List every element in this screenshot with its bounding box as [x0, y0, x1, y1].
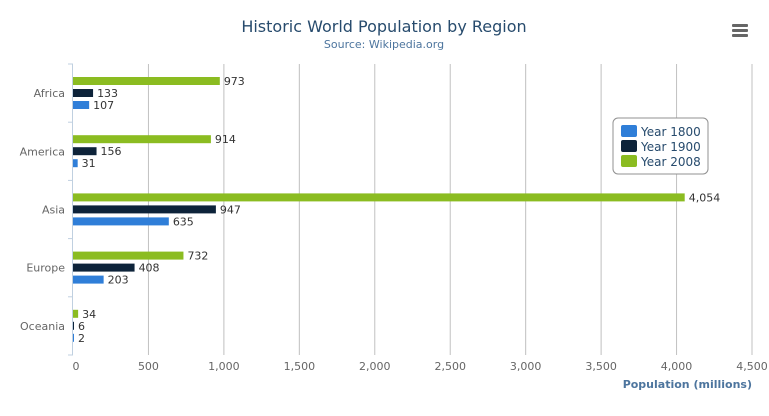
x-tick-label: 1,000: [208, 360, 240, 373]
bar[interactable]: [73, 275, 104, 284]
legend-item[interactable]: Year 1800: [621, 125, 701, 139]
legend-swatch: [621, 140, 637, 152]
data-label: 156: [101, 145, 122, 158]
data-label: 408: [139, 262, 160, 275]
x-tick-label: 500: [138, 360, 159, 373]
data-label: 133: [97, 87, 118, 100]
legend-swatch: [621, 125, 637, 137]
x-tick-label: 2,500: [434, 360, 466, 373]
bar[interactable]: [73, 193, 685, 202]
data-label: 31: [82, 157, 96, 170]
bar[interactable]: [73, 147, 97, 156]
value-axis-title: Population (millions): [623, 378, 752, 391]
bar[interactable]: [73, 333, 74, 342]
bar[interactable]: [73, 101, 90, 109]
legend-label: Year 2008: [640, 155, 701, 169]
bar[interactable]: [73, 135, 211, 144]
bar[interactable]: [73, 263, 135, 272]
category-label: Europe: [26, 262, 65, 275]
bar[interactable]: [73, 321, 74, 330]
x-tick-label: 0: [73, 360, 80, 373]
chart-title: Historic World Population by Region: [241, 17, 526, 36]
x-tick-label: 4,500: [736, 360, 768, 373]
category-label: Africa: [34, 87, 65, 100]
hamburger-menu-icon[interactable]: [732, 24, 748, 37]
x-tick-label: 2,000: [359, 360, 391, 373]
category-label: Oceania: [20, 320, 65, 333]
legend-label: Year 1900: [640, 140, 701, 154]
data-label: 732: [187, 250, 208, 263]
bar[interactable]: [73, 77, 220, 85]
bar[interactable]: [73, 205, 216, 214]
data-label: 6: [78, 320, 85, 333]
data-label: 914: [215, 133, 236, 146]
legend-label: Year 1800: [640, 125, 701, 139]
legend-item[interactable]: Year 2008: [621, 155, 701, 169]
category-label: America: [20, 145, 65, 158]
data-label: 973: [224, 75, 245, 88]
bar[interactable]: [73, 217, 169, 226]
category-label: Asia: [42, 204, 65, 217]
bar[interactable]: [73, 309, 79, 318]
legend-item[interactable]: Year 1900: [621, 140, 701, 154]
x-tick-label: 3,500: [585, 360, 617, 373]
data-label: 635: [173, 215, 194, 228]
x-tick-label: 4,000: [661, 360, 693, 373]
bar[interactable]: [73, 159, 78, 168]
data-label: 203: [108, 274, 129, 287]
legend-swatch: [621, 155, 637, 167]
bar[interactable]: [73, 89, 94, 97]
data-label: 34: [82, 308, 96, 321]
x-tick-label: 3,000: [510, 360, 542, 373]
chart-subtitle: Source: Wikipedia.org: [324, 38, 444, 51]
data-label: 947: [220, 203, 241, 216]
bar[interactable]: [73, 251, 184, 260]
data-label: 107: [93, 99, 114, 112]
data-label: 2: [78, 332, 85, 345]
x-tick-label: 1,500: [284, 360, 316, 373]
data-label: 4,054: [689, 191, 721, 204]
